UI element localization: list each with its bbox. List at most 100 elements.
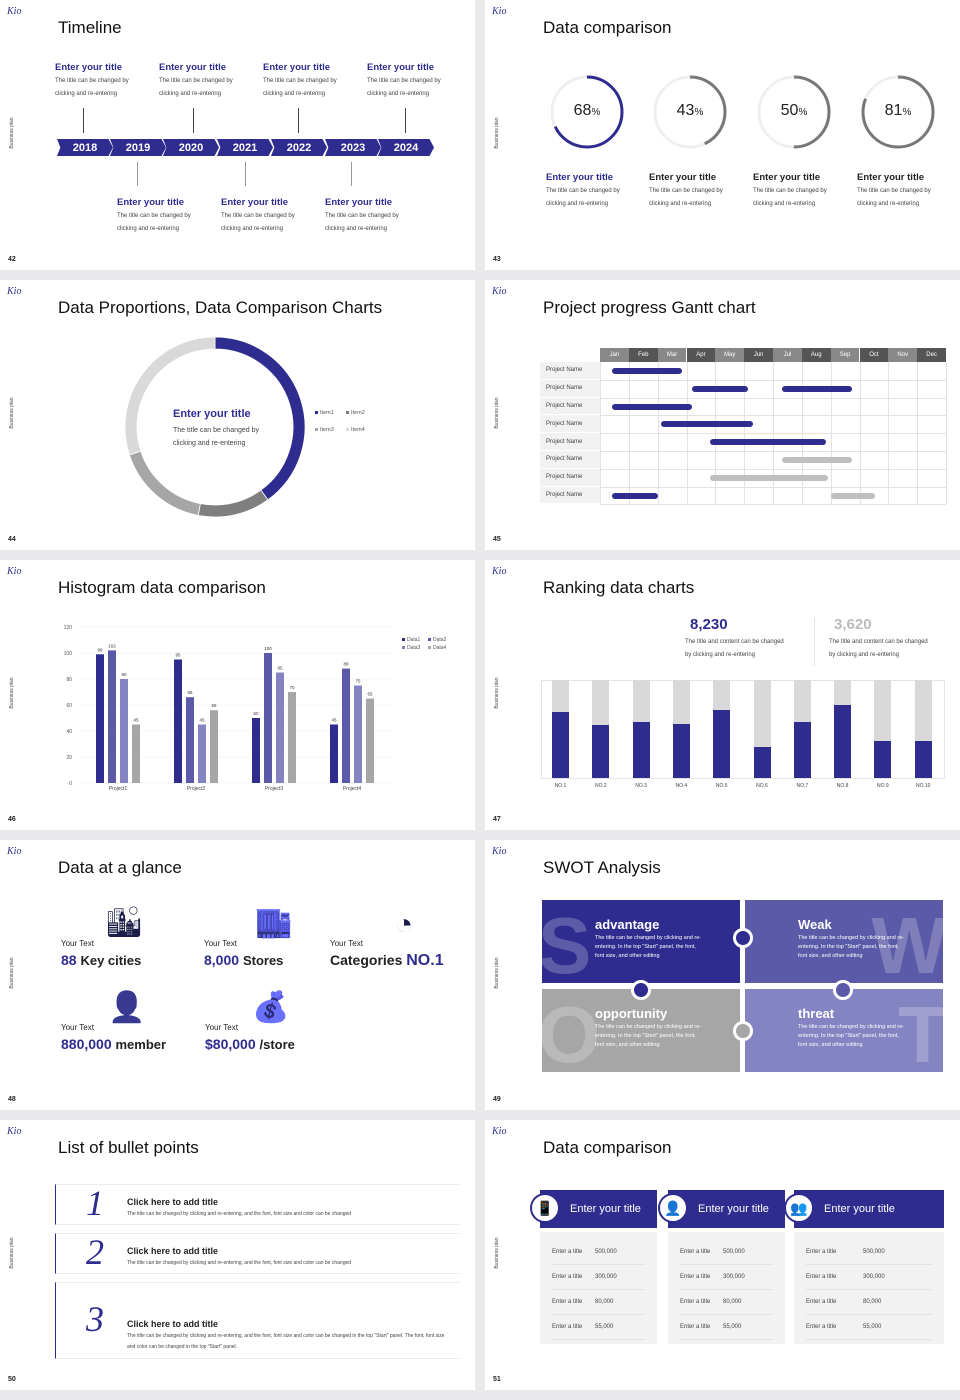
puzzle-knob <box>833 980 853 1000</box>
connector-line <box>405 108 406 133</box>
ring-percent: 43% <box>650 102 730 120</box>
year-chevron-2022[interactable]: 2022 <box>271 139 327 156</box>
gantt-month-header: May <box>715 348 745 362</box>
swot-desc: The title can be changed by clicking and… <box>798 1024 905 1048</box>
legend-item: Data4 <box>428 645 446 651</box>
slide-bullet-list[interactable]: Kio Business plan 50 List of bullet points 1… <box>0 1120 475 1390</box>
gantt-bar[interactable] <box>781 456 853 463</box>
connector-line <box>245 162 246 186</box>
slide-data-at-glance[interactable]: Kio Business plan 48 Data at a glance Your T… <box>0 840 475 1110</box>
gantt-bar[interactable] <box>692 385 749 392</box>
logo: Kio <box>492 566 507 577</box>
swot-quadrant-weak[interactable]: W Weak The title can be changed by clickin… <box>745 900 943 983</box>
gantt-bar[interactable] <box>709 439 827 446</box>
slide-ranking[interactable]: Kio Business plan 47 Ranking data charts 8,2… <box>485 560 960 830</box>
card-body: Enter a title 500,000 Enter a title 300,000… <box>794 1232 944 1344</box>
card-header[interactable]: 👥 Enter your title <box>784 1190 944 1228</box>
bullet-item[interactable]: 3 Click here to add title The title can be… <box>55 1282 460 1359</box>
rank-bar-no3 <box>632 722 650 778</box>
timeline-item-top: Enter your title The title can be changed… <box>55 62 129 101</box>
legend-label: Item1 <box>320 410 334 416</box>
slide-timeline[interactable]: Kio Business plan 42 Timeline 2018 2019 2020 20… <box>0 0 475 270</box>
gantt-bar[interactable] <box>611 492 658 499</box>
caption-title: Enter your title <box>753 172 821 183</box>
year-chevron-2020[interactable]: 2020 <box>163 139 219 156</box>
item-desc: The title can be changed by <box>159 78 233 84</box>
gantt-row-line <box>600 451 946 452</box>
gantt-bar[interactable] <box>830 492 876 499</box>
row-label: Enter a title <box>680 1274 711 1280</box>
slide-title: Ranking data charts <box>543 578 695 597</box>
gantt-bar[interactable] <box>611 403 693 410</box>
center-desc: clicking and re-entering <box>173 440 246 447</box>
x-tick-label: Project3 <box>265 786 284 792</box>
bar-data4-project2 <box>210 710 218 783</box>
stat-divider <box>814 618 815 666</box>
rank-x-label: NO.1 <box>554 783 567 789</box>
row-value: 55,000 <box>595 1324 614 1330</box>
ring-progress <box>550 75 624 149</box>
bullet-item[interactable]: 2 Click here to add title The title can be… <box>55 1232 460 1274</box>
puzzle-knob <box>733 1021 753 1041</box>
gantt-bar[interactable] <box>709 474 828 481</box>
glance-figure: 88 Key cities <box>61 952 141 968</box>
year-chevron-2018[interactable]: 2018 <box>57 139 113 156</box>
timeline-item-top: Enter your title The title can be changed… <box>263 62 337 101</box>
card-row: Enter a title 80,000 <box>552 1290 645 1315</box>
legend-label: Data4 <box>433 645 447 651</box>
gantt-month-header: Sep <box>830 348 860 362</box>
caption-desc: clicking and re-entering <box>546 201 609 207</box>
percent-value: 68 <box>573 102 592 119</box>
item-desc: The title can be changed by <box>325 213 399 219</box>
gantt-row-label: Project Name <box>540 468 600 487</box>
caption-desc: The title can be changed by <box>649 188 723 194</box>
gantt-bar[interactable] <box>611 367 683 374</box>
bar-data3-project1 <box>120 679 128 783</box>
year-chevron-2024[interactable]: 2024 <box>378 139 434 156</box>
item-desc: The title can be changed by <box>367 78 441 84</box>
page-number: 42 <box>8 256 16 263</box>
side-label: Business plan <box>9 1237 15 1269</box>
legend-item: Item3 <box>315 427 334 433</box>
gantt-gridline <box>946 362 947 505</box>
slide-data-comparison-rings[interactable]: Kio Business plan 43 Data comparison 68% Ente… <box>485 0 960 270</box>
bar-data-label: 56 <box>211 703 217 708</box>
year-chevron-2023[interactable]: 2023 <box>325 139 381 156</box>
gantt-month-header: Jan <box>600 348 629 362</box>
connector-line <box>137 162 138 186</box>
item-title: Enter your title <box>117 197 185 208</box>
legend-label: Item3 <box>320 427 334 433</box>
page-number: 43 <box>493 256 501 263</box>
bullet-item[interactable]: 1 Click here to add title The title can be… <box>55 1183 460 1225</box>
caption-title: Enter your title <box>857 172 925 183</box>
row-value: 55,000 <box>723 1324 742 1330</box>
swot-title: opportunity <box>595 1006 668 1021</box>
slide-gantt[interactable]: Kio Business plan 45 Project progress Gantt… <box>485 280 960 550</box>
slide-histogram[interactable]: Kio Business plan 46 Histogram data compari… <box>0 560 475 830</box>
year-chevron-2019[interactable]: 2019 <box>110 139 166 156</box>
y-tick-label: 120 <box>64 625 73 631</box>
year-chevron-2021[interactable]: 2021 <box>217 139 273 156</box>
rank-x-label: NO.4 <box>675 783 688 789</box>
bar-data-label: 70 <box>289 685 295 690</box>
gantt-bar[interactable] <box>660 421 753 428</box>
swot-title: threat <box>798 1006 835 1021</box>
legend-item: Item2 <box>346 410 365 416</box>
gantt-bar[interactable] <box>781 385 853 392</box>
gantt-row-label: Project Name <box>540 451 600 469</box>
card-body: Enter a title 500,000 Enter a title 300,000… <box>668 1232 785 1344</box>
bar-data1-project3 <box>252 718 260 783</box>
connector-line <box>193 108 194 133</box>
card-header[interactable]: 👤 Enter your title <box>658 1190 785 1228</box>
y-tick-label: 40 <box>66 729 72 735</box>
slide-data-comparison-cards[interactable]: Kio Business plan 51 Data comparison 📱 Enter … <box>485 1120 960 1390</box>
slide-data-proportions[interactable]: Kio Business plan 44 Data Proportions, Data… <box>0 280 475 550</box>
card-header[interactable]: 📱 Enter your title <box>530 1190 657 1228</box>
gantt-month-header: Mar <box>657 348 687 362</box>
ring-percent: 50% <box>754 102 834 120</box>
gantt-row-label: Project Name <box>540 486 600 505</box>
